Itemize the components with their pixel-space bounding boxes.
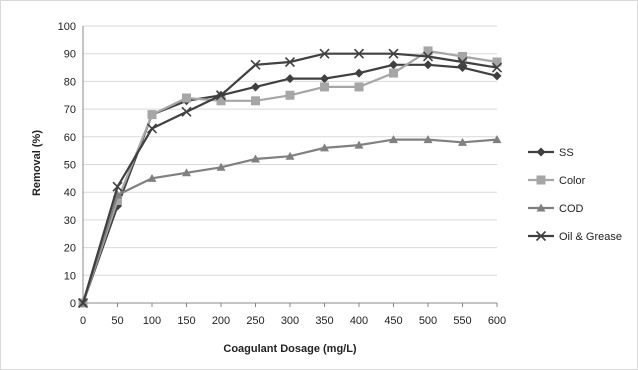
legend-label: COD: [559, 203, 584, 215]
data-point: [77, 297, 89, 309]
y-tick-label: 100: [58, 21, 76, 33]
legend-item: Color: [528, 175, 586, 187]
data-point: [354, 140, 364, 149]
y-tick-label: 60: [64, 132, 76, 144]
series-line: [81, 63, 498, 304]
data-point: [354, 82, 364, 92]
data-point: [112, 181, 123, 192]
gridlines: [83, 25, 497, 276]
legend: SS Color COD Oil & Grease: [528, 147, 622, 243]
x-tick-labels: 0 50 100 150 200 250 300 350 400 450 500 550 600: [80, 315, 506, 327]
x-tick-label: 450: [384, 315, 402, 327]
data-point: [492, 135, 502, 144]
data-point: [353, 48, 365, 59]
legend-item: Oil & Grease: [528, 230, 622, 243]
x-tick-label: 100: [143, 315, 161, 327]
x-tick-label: 0: [80, 315, 86, 327]
legend-marker: [536, 147, 546, 157]
data-point: [215, 90, 227, 101]
data-point: [492, 71, 502, 81]
data-point: [284, 56, 296, 68]
x-tick-label: 600: [488, 315, 506, 327]
data-point: [182, 168, 191, 177]
data-point: [113, 196, 122, 206]
data-point: [423, 135, 433, 144]
x-tick-label: 200: [212, 315, 230, 327]
series-cod: [78, 135, 502, 307]
x-tick-label: 500: [419, 315, 437, 327]
data-point: [320, 82, 329, 92]
data-point: [491, 62, 503, 73]
legend-item: COD: [528, 203, 584, 215]
y-tick-label: 30: [64, 215, 76, 227]
x-tick-label: 150: [177, 315, 195, 327]
legend-item: SS: [528, 147, 574, 159]
data-point: [285, 90, 295, 100]
data-point: [147, 110, 157, 120]
legend-marker: [535, 230, 547, 242]
legend-label: SS: [559, 147, 574, 159]
data-point: [319, 48, 330, 59]
x-tick-label: 50: [111, 315, 123, 327]
legend-label: Oil & Grease: [559, 231, 622, 243]
y-tick-label: 80: [64, 76, 76, 88]
series-color: [78, 46, 502, 308]
data-point: [492, 57, 502, 67]
y-tick-label: 90: [64, 49, 76, 61]
data-point: [216, 96, 226, 106]
y-tick-label: 10: [64, 270, 76, 282]
y-axis-title: Removal (%): [31, 130, 43, 196]
x-axis-title: Coagulant Dosage (mg/L): [223, 343, 357, 355]
x-tick-label: 250: [246, 315, 264, 327]
x-tick-label: 300: [281, 315, 299, 327]
x-tick-label: 550: [453, 315, 471, 327]
legend-label: Color: [559, 175, 586, 187]
data-point: [285, 151, 295, 160]
axes: [82, 26, 498, 307]
y-tick-labels: 0 10 20 30 40 50 60 70 80 90 100: [58, 21, 76, 310]
data-point: [354, 68, 364, 78]
data-point: [181, 106, 192, 117]
data-point: [182, 93, 191, 103]
y-tick-label: 20: [64, 243, 76, 255]
data-point: [389, 135, 398, 144]
y-tick-label: 0: [70, 298, 76, 310]
y-tick-label: 40: [64, 187, 76, 199]
data-point: [251, 154, 260, 163]
data-point: [251, 82, 260, 92]
x-tick-label: 350: [315, 315, 333, 327]
legend-marker: [536, 203, 546, 212]
data-point: [251, 96, 260, 106]
data-point: [388, 48, 399, 59]
series-oil-grease: [77, 48, 503, 309]
series-line: [81, 49, 498, 304]
data-point: [389, 68, 398, 78]
y-tick-label: 50: [64, 160, 76, 172]
data-point: [422, 51, 434, 62]
data-point: [458, 51, 467, 61]
data-point: [423, 60, 433, 70]
data-point: [320, 143, 329, 152]
data-point: [320, 74, 329, 84]
x-tick-label: 400: [350, 315, 368, 327]
data-point: [250, 59, 261, 70]
y-tick-label: 70: [64, 104, 76, 116]
series-lines: [77, 46, 503, 309]
data-point: [146, 123, 158, 134]
data-point: [389, 60, 398, 70]
data-point: [147, 173, 157, 182]
data-point: [216, 162, 226, 171]
data-point: [423, 46, 433, 56]
data-point: [285, 74, 295, 84]
legend-marker: [536, 175, 546, 185]
data-point: [457, 56, 468, 68]
data-point: [458, 137, 467, 146]
